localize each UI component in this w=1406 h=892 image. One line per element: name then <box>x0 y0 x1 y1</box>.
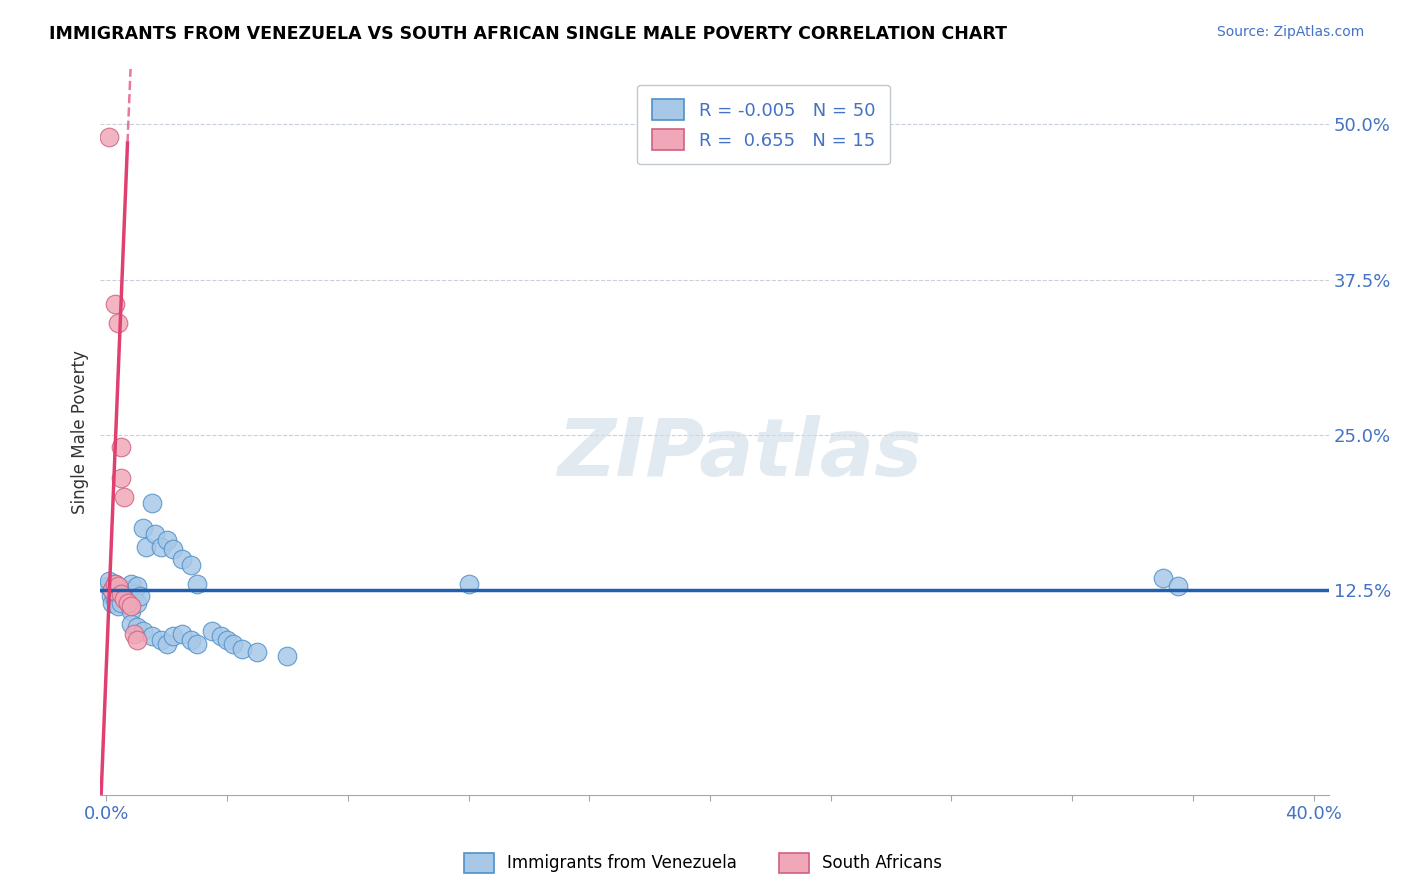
Point <box>98 574 121 589</box>
Point <box>457 577 479 591</box>
Point <box>117 596 139 610</box>
Point <box>131 521 153 535</box>
Point <box>104 577 127 591</box>
Point <box>156 636 179 650</box>
Point <box>120 604 142 618</box>
Point <box>125 579 148 593</box>
Point <box>101 583 124 598</box>
Point <box>122 626 145 640</box>
Point <box>125 620 148 634</box>
Point <box>117 583 139 598</box>
Point <box>1152 571 1174 585</box>
Point <box>104 591 127 606</box>
Point <box>231 641 253 656</box>
Point <box>131 624 153 639</box>
Point <box>117 591 139 606</box>
Point <box>104 297 127 311</box>
Point <box>186 636 208 650</box>
Point <box>122 587 145 601</box>
Point <box>110 471 132 485</box>
Point <box>162 629 184 643</box>
Text: Source: ZipAtlas.com: Source: ZipAtlas.com <box>1216 25 1364 39</box>
Point <box>246 645 269 659</box>
Point <box>186 577 208 591</box>
Point <box>110 440 132 454</box>
Point <box>135 540 157 554</box>
Point <box>120 599 142 614</box>
Point <box>120 616 142 631</box>
Point <box>170 626 193 640</box>
Point <box>209 629 232 643</box>
Point <box>114 590 136 604</box>
Point <box>97 579 120 593</box>
Text: IMMIGRANTS FROM VENEZUELA VS SOUTH AFRICAN SINGLE MALE POVERTY CORRELATION CHART: IMMIGRANTS FROM VENEZUELA VS SOUTH AFRIC… <box>49 25 1007 43</box>
Point <box>107 316 129 330</box>
Point <box>101 583 124 598</box>
Point <box>110 587 132 601</box>
Point <box>110 583 132 598</box>
Point <box>180 558 202 573</box>
Point <box>114 591 136 606</box>
Point <box>222 636 245 650</box>
Point <box>107 599 129 614</box>
Point <box>114 490 136 504</box>
Point <box>276 648 298 663</box>
Point <box>125 632 148 647</box>
Point <box>98 129 121 144</box>
Point <box>180 632 202 647</box>
Legend: Immigrants from Venezuela, South Africans: Immigrants from Venezuela, South African… <box>457 847 949 880</box>
Point <box>149 632 172 647</box>
Point <box>201 624 224 639</box>
Point <box>170 552 193 566</box>
Point <box>1167 579 1189 593</box>
Point <box>107 579 129 593</box>
Point <box>141 496 163 510</box>
Point <box>104 577 127 591</box>
Point <box>110 596 132 610</box>
Point <box>217 632 239 647</box>
Text: ZIPatlas: ZIPatlas <box>557 415 921 492</box>
Point <box>162 542 184 557</box>
Point <box>100 590 122 604</box>
Point <box>149 540 172 554</box>
Point <box>125 596 148 610</box>
Point <box>143 527 166 541</box>
Point <box>107 587 129 601</box>
Legend: R = -0.005   N = 50, R =  0.655   N = 15: R = -0.005 N = 50, R = 0.655 N = 15 <box>637 85 890 164</box>
Point <box>141 629 163 643</box>
Point <box>120 577 142 591</box>
Y-axis label: Single Male Poverty: Single Male Poverty <box>72 350 89 514</box>
Point <box>101 596 124 610</box>
Point <box>128 590 150 604</box>
Point <box>156 533 179 548</box>
